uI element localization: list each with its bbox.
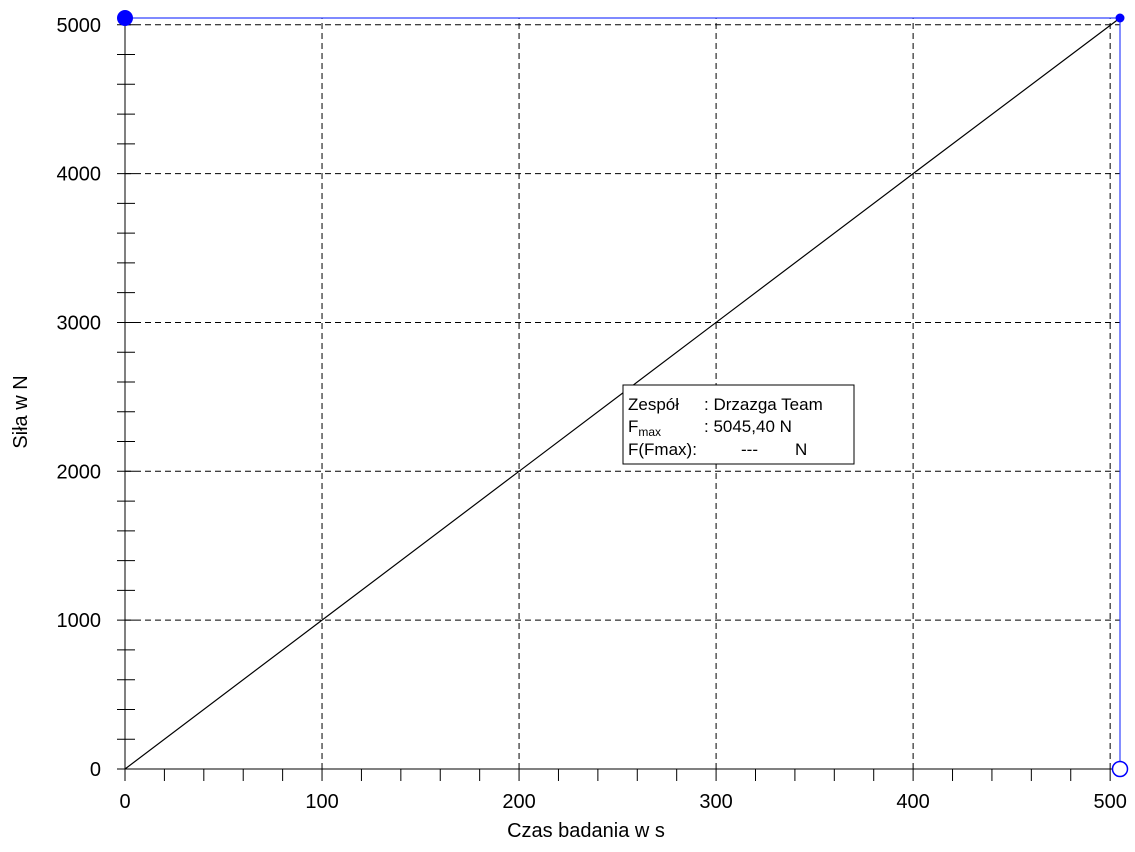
- end-marker-hollow: [1111, 760, 1129, 778]
- y-tick-label: 2000: [57, 461, 102, 483]
- info-fmax-label-main: F: [628, 417, 638, 436]
- info-f-at-fmax-label: F(Fmax):: [628, 440, 697, 459]
- info-box-frame: [622, 384, 855, 465]
- info-fmax-label: Fmax: [628, 417, 661, 439]
- x-tick-label: 400: [896, 791, 929, 813]
- fmax-marker-left: [117, 10, 133, 26]
- info-fmax-label-sub: max: [638, 425, 661, 439]
- y-tick-label: 4000: [57, 164, 102, 186]
- fmax-indicator-lines: [125, 17, 1121, 769]
- x-tick-label: 0: [119, 791, 130, 813]
- x-tick-label: 500: [1093, 791, 1126, 813]
- series-layer: [124, 17, 1121, 770]
- y-tick-label: 1000: [57, 610, 102, 632]
- y-tick-label: 5000: [57, 15, 102, 37]
- info-f-at-fmax-unit: N: [795, 440, 807, 459]
- grid-lines: [125, 18, 1120, 769]
- info-f-at-fmax-value: ---: [741, 440, 758, 459]
- x-tick-label: 200: [502, 791, 535, 813]
- markers-layer: [117, 10, 1129, 778]
- info-fmax-value: : 5045,40 N: [704, 417, 792, 436]
- fmax-marker-right: [1115, 13, 1125, 23]
- x-tick-label: 100: [305, 791, 338, 813]
- x-tick-label: 300: [699, 791, 732, 813]
- info-box: Zespół : Drzazga Team Fmax : 5045,40 N F…: [622, 384, 855, 465]
- y-tick-label: 0: [90, 759, 101, 781]
- force-series-line: [124, 17, 1121, 770]
- info-team-label: Zespół: [628, 395, 679, 414]
- info-team-value: : Drzazga Team: [704, 395, 823, 414]
- y-axis-title: Siła w N: [10, 375, 32, 448]
- y-tick-label: 3000: [57, 312, 102, 334]
- x-axis-title: Czas badania w s: [507, 820, 665, 842]
